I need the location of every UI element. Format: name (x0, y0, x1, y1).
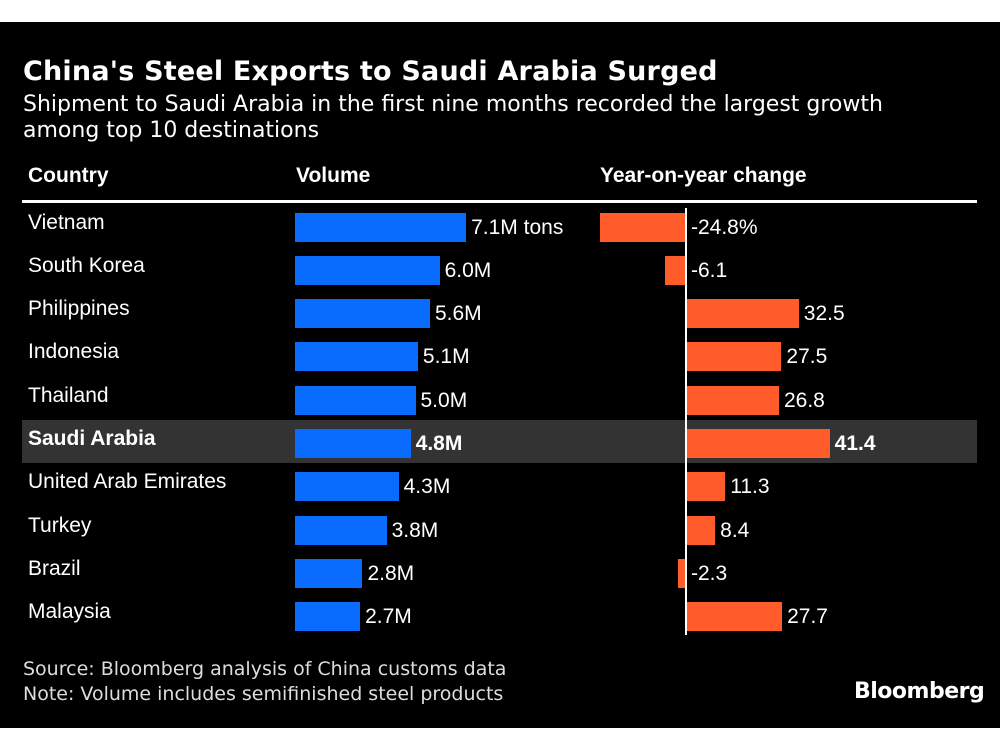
country-label: Turkey (28, 513, 92, 537)
volume-bar (295, 385, 416, 415)
volume-label: 5.6M (434, 302, 482, 326)
change-label: 11.3 (730, 475, 770, 499)
change-label: 27.7 (787, 605, 828, 629)
change-bar (686, 602, 783, 632)
volume-bar (295, 342, 418, 372)
source-note: Source: Bloomberg analysis of China cust… (23, 658, 507, 680)
change-bar (686, 515, 716, 545)
volume-label: 6.0M (444, 258, 492, 282)
change-bar (678, 558, 686, 588)
zero-line (685, 207, 687, 635)
change-label: -24.8% (691, 215, 758, 239)
volume-note: Note: Volume includes semifinished steel… (23, 683, 504, 705)
change-label: -2.3 (691, 561, 728, 585)
volume-label: 7.1M tons (471, 215, 564, 239)
country-label: Malaysia (28, 600, 111, 624)
change-label: 27.5 (786, 345, 828, 369)
country-label: Saudi Arabia (28, 427, 156, 450)
country-label: Indonesia (28, 340, 120, 364)
header-yoy-change: Year-on-year change (600, 164, 807, 187)
change-bar (686, 299, 799, 329)
change-bar (686, 429, 830, 458)
country-label: Brazil (28, 556, 81, 580)
header-country: Country (28, 164, 109, 187)
header-rule (22, 200, 977, 203)
change-label: 26.8 (783, 388, 825, 412)
volume-bar (295, 515, 387, 545)
header-volume: Volume (296, 164, 371, 187)
volume-bar (295, 255, 440, 285)
change-bar (664, 255, 686, 285)
change-bar (686, 385, 779, 415)
volume-label: 2.8M (367, 561, 415, 585)
volume-bar (295, 472, 399, 502)
volume-bar (295, 212, 467, 242)
volume-bar (295, 299, 430, 329)
change-label: 41.4 (834, 432, 876, 455)
country-label: Philippines (28, 297, 130, 321)
change-bar (686, 342, 782, 372)
change-label: -6.1 (691, 258, 728, 282)
chart-title: China's Steel Exports to Saudi Arabia Su… (23, 56, 718, 87)
change-label: 8.4 (720, 518, 750, 542)
chart-subtitle: Shipment to Saudi Arabia in the first ni… (23, 92, 883, 143)
country-label: Thailand (28, 383, 109, 407)
volume-bar (295, 429, 411, 458)
country-label: Vietnam (28, 210, 105, 234)
change-bar (599, 212, 686, 242)
volume-label: 5.0M (420, 388, 468, 412)
volume-label: 4.3M (403, 475, 451, 499)
chart-panel: China's Steel Exports to Saudi Arabia Su… (0, 22, 1000, 728)
volume-bar (295, 558, 363, 588)
volume-bar (295, 602, 361, 632)
volume-label: 2.7M (365, 605, 412, 629)
country-label: South Korea (28, 253, 145, 277)
change-bar (686, 472, 726, 502)
country-label: United Arab Emirates (28, 470, 227, 494)
bloomberg-logo: Bloomberg (854, 679, 985, 704)
volume-label: 4.8M (415, 432, 463, 455)
volume-label: 5.1M (422, 345, 470, 369)
change-label: 32.5 (803, 302, 845, 326)
volume-label: 3.8M (391, 518, 439, 542)
